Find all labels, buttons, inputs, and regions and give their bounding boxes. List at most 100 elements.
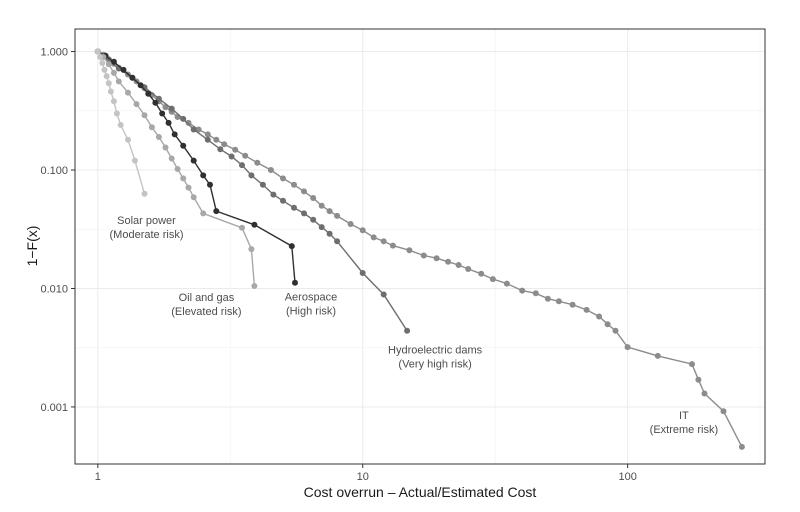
data-point-it bbox=[503, 280, 510, 287]
data-point-oilgas bbox=[115, 78, 122, 85]
data-point-oilgas bbox=[141, 112, 148, 119]
data-point-oilgas bbox=[251, 283, 258, 289]
annotation-oilgas: Oil and gas (Elevated risk) bbox=[171, 292, 241, 318]
data-point-it bbox=[254, 159, 261, 166]
annotation-solar: Solar power (Moderate risk) bbox=[110, 215, 184, 241]
data-point-it bbox=[738, 443, 745, 450]
data-point-solar bbox=[117, 122, 124, 128]
data-point-aerospace bbox=[200, 172, 207, 179]
data-point-it bbox=[445, 258, 452, 265]
data-point-aerospace bbox=[137, 82, 144, 89]
plot-border bbox=[74, 28, 766, 465]
data-point-it bbox=[318, 202, 325, 209]
data-point-oilgas bbox=[155, 134, 162, 140]
annotation-line: (Extreme risk) bbox=[650, 424, 718, 436]
series-aerospace bbox=[94, 48, 298, 286]
x-ticks: 1 10 100 bbox=[95, 464, 637, 483]
data-point-it bbox=[185, 119, 192, 126]
data-point-hydro bbox=[259, 181, 266, 188]
annotation-line: (Elevated risk) bbox=[171, 306, 241, 318]
data-point-hydro bbox=[334, 238, 341, 245]
data-point-hydro bbox=[359, 270, 366, 276]
plot-panel bbox=[75, 29, 765, 464]
data-point-solar bbox=[141, 190, 148, 197]
data-point-it bbox=[370, 234, 377, 241]
data-point-it bbox=[701, 390, 708, 397]
data-point-oilgas bbox=[148, 124, 155, 131]
data-point-aerospace bbox=[207, 181, 213, 188]
data-point-it bbox=[695, 376, 702, 383]
data-point-hydro bbox=[228, 153, 235, 160]
data-point-it bbox=[532, 290, 539, 297]
x-tick-label: 10 bbox=[357, 471, 369, 483]
data-point-it bbox=[654, 352, 661, 359]
data-point-solar bbox=[113, 110, 120, 117]
data-point-it bbox=[280, 175, 286, 182]
data-point-oilgas bbox=[125, 89, 131, 96]
data-point-solar bbox=[107, 88, 114, 95]
data-point-solar bbox=[105, 80, 112, 87]
data-point-oilgas bbox=[133, 101, 140, 108]
annotation-line: (High risk) bbox=[286, 306, 336, 318]
data-point-it bbox=[624, 344, 631, 351]
data-point-oilgas bbox=[168, 155, 175, 162]
data-point-hydro bbox=[404, 327, 411, 334]
data-point-it bbox=[596, 313, 603, 320]
y-tick-label: 1.000 bbox=[40, 47, 68, 59]
data-point-hydro bbox=[270, 191, 277, 198]
data-point-solar bbox=[99, 60, 106, 66]
annotation-hydro: Hydroelectric dams (Very high risk) bbox=[388, 345, 483, 371]
data-point-it bbox=[267, 167, 274, 173]
data-point-hydro bbox=[280, 197, 286, 204]
data-point-solar bbox=[110, 98, 117, 105]
data-point-oilgas bbox=[248, 246, 255, 253]
data-point-hydro bbox=[180, 115, 187, 122]
data-point-solar bbox=[94, 48, 101, 55]
data-point-it bbox=[689, 361, 695, 368]
annotation-line: (Moderate risk) bbox=[110, 229, 184, 241]
data-point-hydro bbox=[318, 224, 325, 231]
data-point-aerospace bbox=[171, 131, 178, 138]
data-point-solar bbox=[101, 66, 108, 73]
data-point-oilgas bbox=[190, 194, 197, 201]
y-axis-title: 1−F(x) bbox=[24, 226, 40, 267]
data-point-hydro bbox=[155, 95, 162, 102]
data-point-hydro bbox=[310, 216, 317, 223]
data-point-it bbox=[519, 287, 526, 294]
series-oilgas bbox=[94, 48, 258, 289]
data-point-hydro bbox=[248, 172, 255, 179]
annotations: Solar power (Moderate risk) Oil and gas (El… bbox=[110, 215, 719, 436]
data-point-aerospace bbox=[165, 119, 172, 126]
data-point-it bbox=[380, 238, 387, 245]
y-tick-label: 0.001 bbox=[40, 402, 68, 414]
x-axis-title: Cost overrun – Actual/Estimated Cost bbox=[304, 484, 537, 500]
annotation-it: IT (Extreme risk) bbox=[650, 410, 718, 436]
data-point-it bbox=[291, 181, 297, 188]
data-point-it bbox=[359, 227, 366, 234]
data-point-it bbox=[204, 131, 211, 138]
y-ticks: 1.000 0.100 0.010 0.001 bbox=[40, 47, 75, 414]
data-point-hydro bbox=[204, 136, 211, 143]
data-point-aerospace bbox=[190, 157, 197, 164]
data-point-aerospace bbox=[251, 221, 258, 228]
data-point-aerospace bbox=[288, 243, 295, 250]
data-point-it bbox=[433, 255, 440, 262]
data-point-it bbox=[569, 301, 576, 308]
data-point-it bbox=[478, 270, 485, 277]
annotation-line: Aerospace bbox=[285, 292, 338, 304]
data-point-hydro bbox=[301, 210, 307, 217]
y-tick-label: 0.010 bbox=[40, 283, 68, 295]
data-point-oilgas bbox=[110, 69, 117, 76]
data-point-it bbox=[583, 306, 590, 313]
data-point-solar bbox=[103, 73, 110, 80]
data-point-aerospace bbox=[159, 110, 166, 117]
data-point-it bbox=[720, 408, 727, 415]
data-point-oilgas bbox=[105, 61, 112, 68]
data-point-solar bbox=[125, 136, 131, 143]
data-point-oilgas bbox=[185, 184, 192, 191]
data-point-aerospace bbox=[145, 90, 152, 97]
data-point-aerospace bbox=[120, 66, 127, 73]
grid-lines bbox=[75, 29, 765, 464]
data-point-it bbox=[310, 195, 317, 201]
